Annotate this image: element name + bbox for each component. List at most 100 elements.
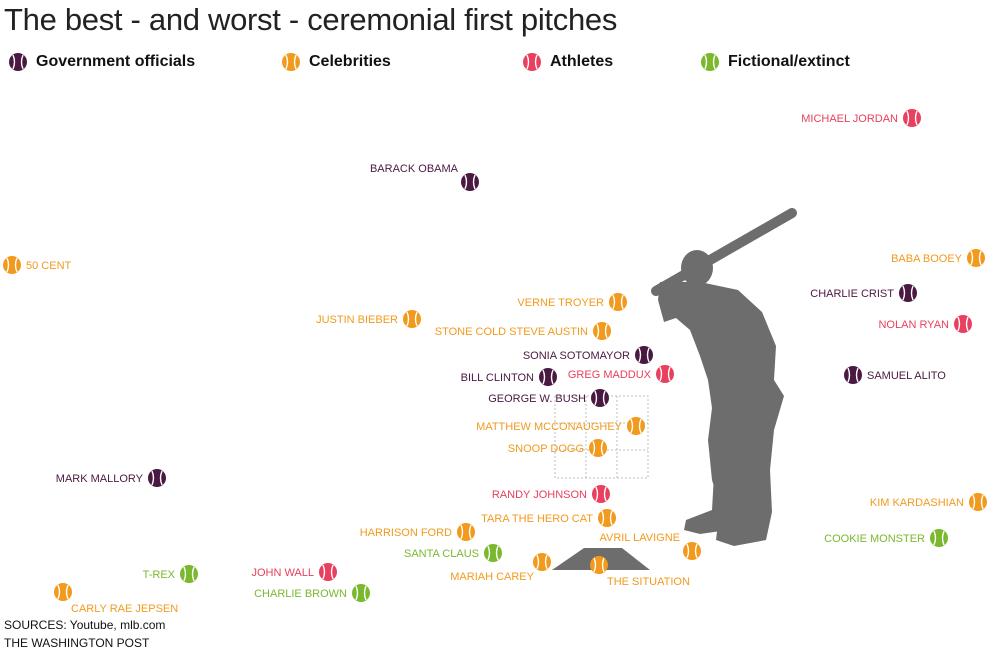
point-label: THE SITUATION	[607, 576, 690, 588]
point-label: SNOOP DOGG	[508, 443, 584, 455]
baseball-marker	[598, 509, 616, 527]
point-label: TARA THE HERO CAT	[481, 513, 593, 525]
baseball-marker	[930, 529, 948, 547]
data-points: MICHAEL JORDAN BARACK OBAMA 50 CENT BABA BO…	[3, 109, 987, 615]
baseball-seam	[322, 564, 334, 580]
point-stone-cold-steve-austin: STONE COLD STEVE AUSTIN	[435, 322, 611, 340]
baseball-marker	[589, 439, 607, 457]
point-label: BARACK OBAMA	[370, 163, 459, 175]
point-nolan-ryan: NOLAN RYAN	[878, 315, 972, 333]
baseball-marker	[954, 315, 972, 333]
point-t-rex: T-REX	[143, 565, 198, 583]
baseball-seam	[6, 257, 18, 273]
point-label: RANDY JOHNSON	[492, 489, 587, 501]
baseball-seam	[151, 470, 163, 486]
point-greg-maddux: GREG MADDUX	[568, 365, 674, 383]
point-george-w-bush: GEORGE W. BUSH	[488, 389, 609, 407]
baseball-seam	[183, 566, 195, 582]
point-charlie-brown: CHARLIE BROWN	[254, 584, 370, 602]
point-label: JUSTIN BIEBER	[316, 314, 398, 326]
baseball-marker	[683, 542, 701, 560]
point-label: MARK MALLORY	[56, 473, 144, 485]
point-label: MARIAH CAREY	[450, 571, 534, 583]
point-baba-booey: BABA BOOEY	[891, 249, 985, 267]
baseball-seam	[460, 524, 472, 540]
point-barack-obama: BARACK OBAMA	[370, 163, 479, 191]
baseball-icon	[282, 53, 300, 71]
baseball-marker	[635, 346, 653, 364]
baseball-marker	[461, 173, 479, 191]
baseball-marker	[609, 293, 627, 311]
publisher-line: THE WASHINGTON POST	[4, 636, 150, 650]
baseball-marker	[180, 565, 198, 583]
legend-celebrity: Celebrities	[281, 52, 391, 72]
baseball-icon	[701, 53, 719, 71]
point-matthew-mcconaughey: MATTHEW MCCONAUGHEY	[476, 417, 645, 435]
baseball-seam	[686, 543, 698, 559]
point-verne-troyer: VERNE TROYER	[517, 293, 627, 311]
baseball-seam	[464, 174, 476, 190]
point-snoop-dogg: SNOOP DOGG	[508, 439, 607, 457]
baseball-seam	[593, 557, 605, 573]
baseball-seam	[847, 367, 859, 383]
point-label: CHARLIE CRIST	[810, 288, 894, 300]
point-label: MATTHEW MCCONAUGHEY	[476, 421, 623, 433]
point-label: SONIA SOTOMAYOR	[523, 350, 630, 362]
baseball-marker	[903, 109, 921, 127]
baseball-marker	[593, 322, 611, 340]
strike-zone	[554, 395, 649, 479]
legend-label: Government officials	[36, 53, 196, 70]
point-avril-lavigne: AVRIL LAVIGNE	[600, 532, 701, 560]
baseball-seam	[596, 323, 608, 339]
point-label: STONE COLD STEVE AUSTIN	[435, 326, 588, 338]
point-label: MICHAEL JORDAN	[801, 113, 898, 125]
point-label: NOLAN RYAN	[878, 319, 949, 331]
point-mark-mallory: MARK MALLORY	[56, 469, 166, 487]
baseball-seam	[406, 311, 418, 327]
point-charlie-crist: CHARLIE CRIST	[810, 284, 917, 302]
baseball-marker	[403, 310, 421, 328]
baseball-marker	[148, 469, 166, 487]
chart-title: The best - and worst - ceremonial first …	[4, 2, 618, 37]
point-label: 50 CENT	[26, 260, 72, 272]
point-label: KIM KARDASHIAN	[870, 497, 964, 509]
point-label: SAMUEL ALITO	[867, 370, 946, 382]
baseball-marker	[352, 584, 370, 602]
baseball-marker	[969, 493, 987, 511]
point-bill-clinton: BILL CLINTON	[461, 368, 557, 386]
point-label: JOHN WALL	[251, 567, 314, 579]
point-john-wall: JOHN WALL	[251, 563, 337, 581]
baseball-marker	[590, 556, 608, 574]
point-label: SANTA CLAUS	[404, 548, 479, 560]
batter-silhouette	[651, 208, 797, 546]
baseball-seam	[542, 369, 554, 385]
baseball-marker	[844, 366, 862, 384]
baseball-seam	[970, 250, 982, 266]
baseball-marker	[54, 583, 72, 601]
point-sonia-sotomayor: SONIA SOTOMAYOR	[523, 346, 653, 364]
baseball-seam	[933, 530, 945, 546]
baseball-seam	[906, 110, 918, 126]
point-label: AVRIL LAVIGNE	[600, 532, 681, 544]
baseball-marker	[484, 544, 502, 562]
source-line: SOURCES: Youtube, mlb.com	[4, 618, 166, 632]
point-label: GREG MADDUX	[568, 369, 652, 381]
baseball-marker	[967, 249, 985, 267]
baseball-marker	[656, 365, 674, 383]
baseball-marker	[457, 523, 475, 541]
point-the-situation: THE SITUATION	[590, 556, 690, 588]
point-harrison-ford: HARRISON FORD	[360, 523, 475, 541]
baseball-marker	[899, 284, 917, 302]
baseball-seam	[57, 584, 69, 600]
point-label: VERNE TROYER	[517, 297, 604, 309]
baseball-icon	[9, 53, 27, 71]
baseball-marker	[533, 553, 551, 571]
point-label: COOKIE MONSTER	[824, 533, 925, 545]
baseball-seam	[355, 585, 367, 601]
point-carly-rae-jepsen: CARLY RAE JEPSEN	[54, 583, 178, 615]
baseball-seam	[612, 294, 624, 310]
baseball-marker	[591, 389, 609, 407]
point-samuel-alito: SAMUEL ALITO	[844, 366, 946, 384]
legend-label: Athletes	[550, 53, 614, 70]
baseball-marker	[539, 368, 557, 386]
